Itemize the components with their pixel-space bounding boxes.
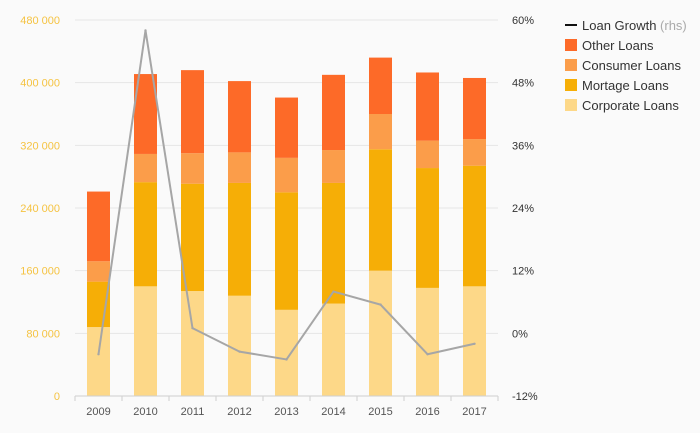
bar-segment-other-loans: [134, 74, 157, 154]
right-axis-tick-label: 60%: [512, 15, 534, 27]
bar-segment-mortage-loans: [228, 182, 251, 296]
legend-swatch-consumer-loans: [565, 59, 577, 71]
legend-label-other-loans: Other Loans: [582, 38, 654, 53]
loan-growth-point: [379, 303, 382, 306]
bar-segment-mortage-loans: [181, 183, 204, 292]
bar-segment-corporate-loans: [134, 286, 157, 396]
legend-label-corporate-loans: Corporate Loans: [582, 98, 679, 113]
x-axis-tick-label: 2010: [133, 406, 157, 418]
right-axis-tick-label: 24%: [512, 203, 534, 215]
loan-growth-point: [426, 353, 429, 356]
bar-segment-other-loans: [228, 81, 251, 153]
x-axis-tick-label: 2009: [86, 406, 110, 418]
bar-segment-consumer-loans: [228, 152, 251, 183]
bar-segment-mortage-loans: [275, 192, 298, 310]
bar-segment-other-loans: [181, 70, 204, 154]
legend-label-mortage-loans: Mortage Loans: [582, 78, 669, 93]
loan-growth-point: [191, 326, 194, 330]
left-axis-tick-label: 0: [54, 391, 60, 403]
left-axis-tick-label: 400 000: [20, 78, 60, 90]
right-axis-tick-label: 12%: [512, 266, 534, 278]
left-axis-tick-label: 240 000: [20, 203, 60, 215]
loan-growth-point: [332, 290, 335, 293]
x-axis-tick-label: 2014: [321, 406, 345, 418]
bar-segment-mortage-loans: [463, 165, 486, 287]
legend: Loan Growth (rhs) Other Loans Consumer Loa…: [565, 18, 687, 113]
bar-segment-corporate-loans: [275, 309, 298, 396]
bar-segment-other-loans: [416, 72, 439, 141]
bar-segment-corporate-loans: [87, 327, 110, 396]
right-axis-tick-label: 36%: [512, 140, 534, 152]
bar-segment-other-loans: [87, 191, 110, 262]
loan-growth-point: [285, 358, 288, 361]
loan-growth-point: [238, 350, 241, 353]
legend-swatch-mortage-loans: [565, 79, 577, 91]
bar-segment-other-loans: [275, 97, 298, 158]
left-axis-tick-label: 80 000: [26, 328, 60, 340]
legend-rhs-note: (rhs): [660, 18, 687, 33]
bar-segment-consumer-loans: [87, 261, 110, 282]
bar-segment-consumer-loans: [463, 139, 486, 166]
bar-segment-other-loans: [463, 77, 486, 140]
right-axis-tick-label: 48%: [512, 78, 534, 90]
axes: 0 80 000 160 000 240 000 320 000 400 000 480 0…: [20, 15, 538, 418]
loan-growth-point: [97, 353, 100, 356]
bar-segment-consumer-loans: [134, 153, 157, 183]
bar-segment-consumer-loans: [181, 153, 204, 184]
bar-segment-corporate-loans: [463, 286, 486, 396]
right-axis-tick-label: -12%: [512, 391, 538, 403]
legend-swatch-other-loans: [565, 39, 577, 51]
bar-segment-mortage-loans: [369, 149, 392, 271]
bar-segment-mortage-loans: [416, 168, 439, 288]
legend-label-loan-growth: Loan Growth (rhs): [582, 18, 687, 33]
bar-segment-consumer-loans: [369, 114, 392, 150]
bar-segment-corporate-loans: [369, 270, 392, 396]
right-axis-tick-label: 0%: [512, 328, 528, 340]
left-axis-tick-label: 320 000: [20, 140, 60, 152]
left-axis-tick-label: 160 000: [20, 266, 60, 278]
bar-segment-corporate-loans: [181, 291, 204, 396]
legend-label-consumer-loans: Consumer Loans: [582, 58, 681, 73]
x-axis-tick-label: 2011: [181, 406, 205, 418]
x-axis-tick-label: 2012: [227, 406, 251, 418]
bar-segment-mortage-loans: [134, 182, 157, 287]
bar-segment-corporate-loans: [228, 295, 251, 396]
bar-segment-corporate-loans: [416, 287, 439, 396]
bar-segment-other-loans: [322, 74, 345, 151]
x-axis-tick-label: 2017: [462, 406, 486, 418]
bar-segment-consumer-loans: [416, 140, 439, 169]
legend-swatch-corporate-loans: [565, 99, 577, 111]
bar-segment-consumer-loans: [322, 150, 345, 183]
bar-segment-mortage-loans: [322, 182, 345, 304]
bars: [87, 57, 486, 396]
loan-growth-point: [473, 342, 476, 345]
loan-growth-point: [144, 29, 147, 32]
x-axis-tick-label: 2016: [415, 406, 439, 418]
left-axis-tick-label: 480 000: [20, 15, 60, 27]
bar-segment-consumer-loans: [275, 157, 298, 193]
x-axis-tick-label: 2013: [274, 406, 298, 418]
x-axis-tick-label: 2015: [368, 406, 392, 418]
bar-segment-corporate-loans: [322, 303, 345, 396]
bar-segment-other-loans: [369, 57, 392, 114]
growth-line-layer: [97, 29, 476, 361]
